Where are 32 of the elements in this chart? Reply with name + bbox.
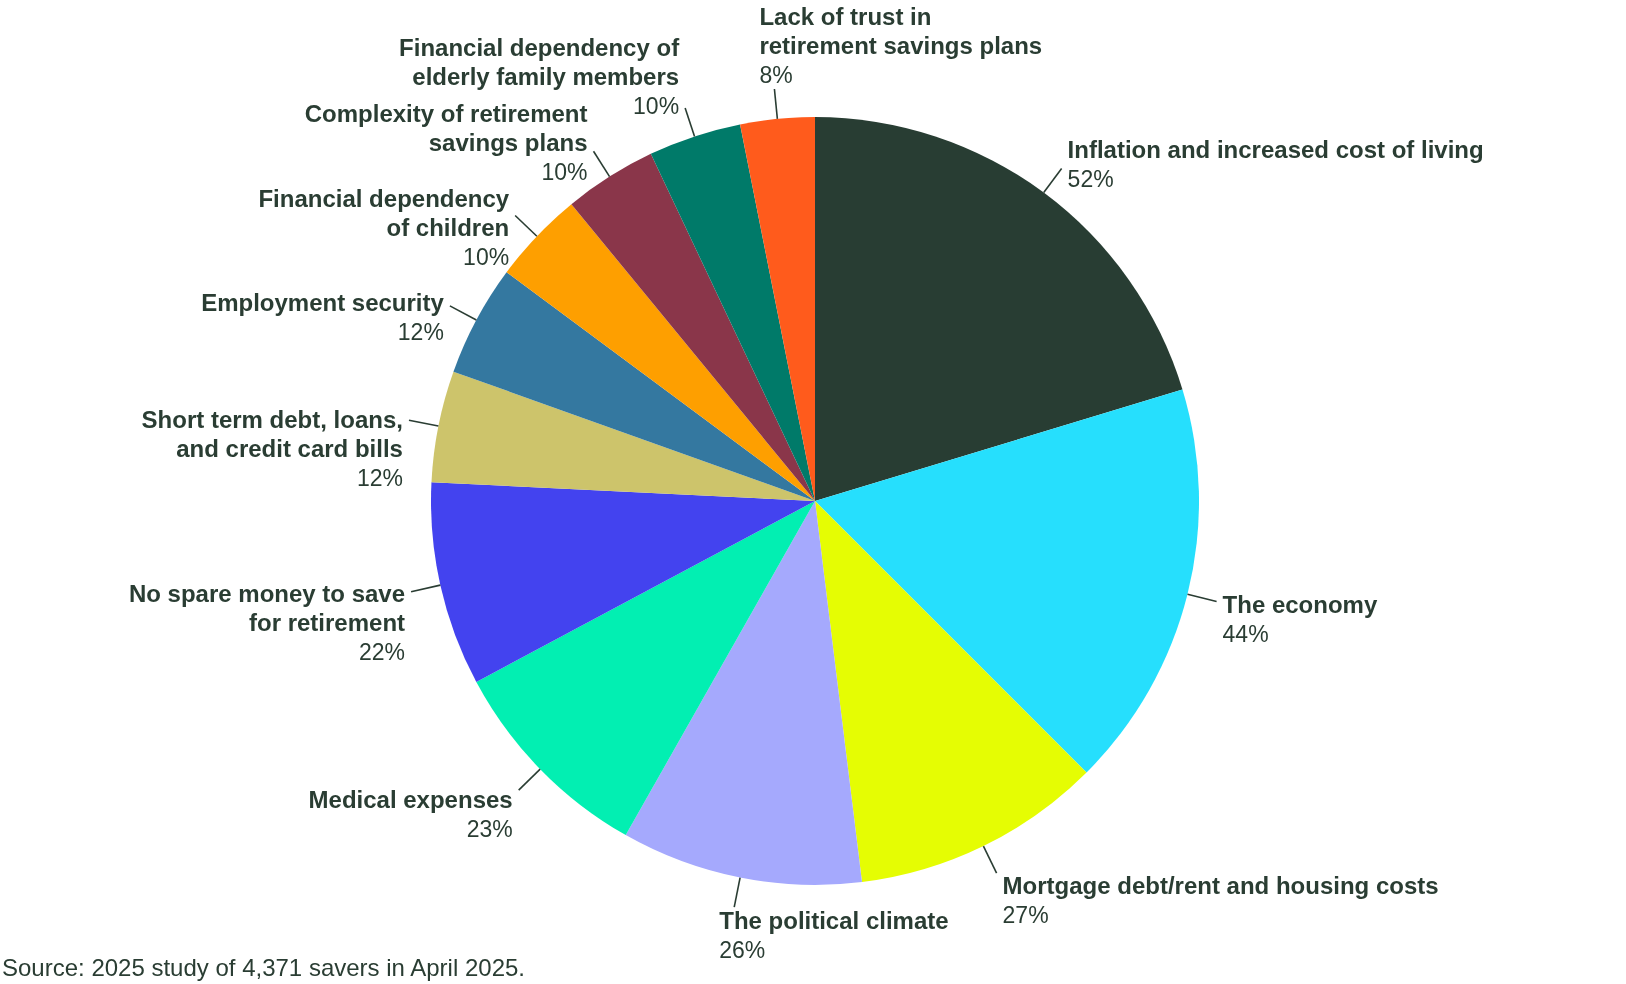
pie-slice <box>650 124 815 501</box>
pie-slice <box>625 501 863 885</box>
pie-slice <box>740 117 815 501</box>
pie-slice <box>431 371 815 501</box>
pie-slice <box>453 272 815 501</box>
slice-label: Mortgage debt/rent and housing costs <box>1002 871 1439 899</box>
slice-label: Lack of trust in retirement savings plans <box>759 3 1043 60</box>
data-label: 12% <box>356 464 403 491</box>
source-note: Source: 2025 study of 4,371 savers in April 2025. <box>2 954 525 981</box>
data-label: 8% <box>759 62 793 89</box>
slice-label: Complexity of retirement savings plans <box>304 99 588 156</box>
data-label: 26% <box>719 936 766 963</box>
data-label: 23% <box>466 815 513 842</box>
slice-label: Inflation and increased cost of living <box>1067 135 1484 163</box>
data-label: 10% <box>541 158 588 185</box>
data-label: 10% <box>463 243 510 270</box>
data-label: 22% <box>359 639 406 666</box>
slice-label: Financial dependency of elderly family members <box>399 34 681 91</box>
pie-slice <box>431 482 815 683</box>
data-label: 27% <box>1002 901 1049 928</box>
slice-label: The political climate <box>719 906 949 934</box>
data-label: 44% <box>1222 620 1269 647</box>
slice-label: The economy <box>1222 590 1378 618</box>
slice-label: No spare money to save for retirement <box>128 580 406 637</box>
slice-label: Short term debt, loans, and credit card bills <box>141 405 403 462</box>
slice-label: Medical expenses <box>308 785 513 813</box>
data-label: 12% <box>397 319 444 346</box>
slice-label: Financial dependency of children <box>258 184 510 241</box>
pie-slice <box>815 389 1199 773</box>
data-label: 10% <box>633 93 680 120</box>
data-label: 52% <box>1067 165 1114 192</box>
slice-label: Employment security <box>201 289 445 317</box>
